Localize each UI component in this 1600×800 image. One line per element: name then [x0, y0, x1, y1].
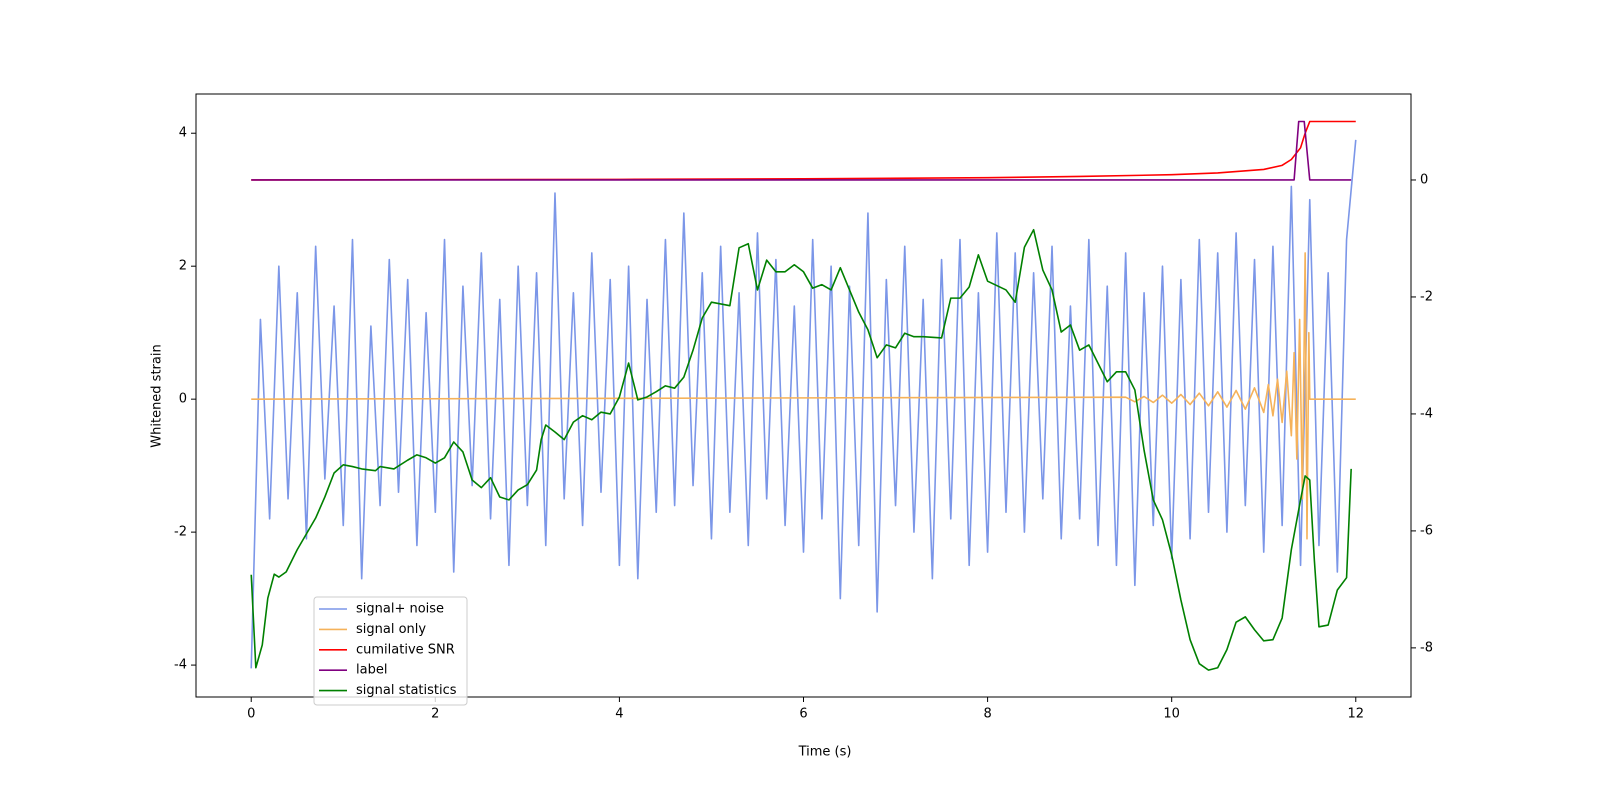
- y2-tick-label: -2: [1420, 289, 1433, 304]
- legend-label: label: [356, 663, 387, 678]
- plot-frame: [195, 93, 1412, 698]
- legend-label: signal statistics: [356, 683, 457, 698]
- x-axis-label: Time (s): [798, 745, 852, 760]
- y-tick-label: 4: [179, 126, 187, 141]
- y-axis-label: Whitened strain: [150, 344, 165, 447]
- y2-tick-label: -4: [1420, 406, 1433, 421]
- x-tick-label: 0: [247, 707, 255, 722]
- y-tick-label: -4: [174, 658, 187, 673]
- x-tick-label: 4: [615, 707, 623, 722]
- y2-tick-label: -6: [1420, 523, 1433, 538]
- series-line: [251, 120, 1356, 181]
- y-tick-label: 0: [179, 392, 187, 407]
- x-tick-label: 12: [1347, 707, 1364, 722]
- x-tick-label: 8: [983, 707, 991, 722]
- x-tick-label: 10: [1163, 707, 1180, 722]
- legend-label: cumilative SNR: [356, 642, 455, 657]
- legend-label: signal only: [356, 622, 426, 637]
- y2-tick-label: 0: [1420, 172, 1428, 187]
- x-tick-label: 6: [799, 707, 807, 722]
- series-line: [251, 252, 1356, 540]
- series-line: [250, 228, 1352, 671]
- legend-box: [313, 596, 468, 706]
- y2-tick-label: -8: [1420, 640, 1433, 655]
- x-tick-label: 2: [431, 707, 439, 722]
- y-tick-label: -2: [174, 525, 187, 540]
- y-tick-label: 2: [179, 259, 187, 274]
- legend-label: signal+ noise: [356, 602, 444, 617]
- series-line: [251, 120, 1352, 181]
